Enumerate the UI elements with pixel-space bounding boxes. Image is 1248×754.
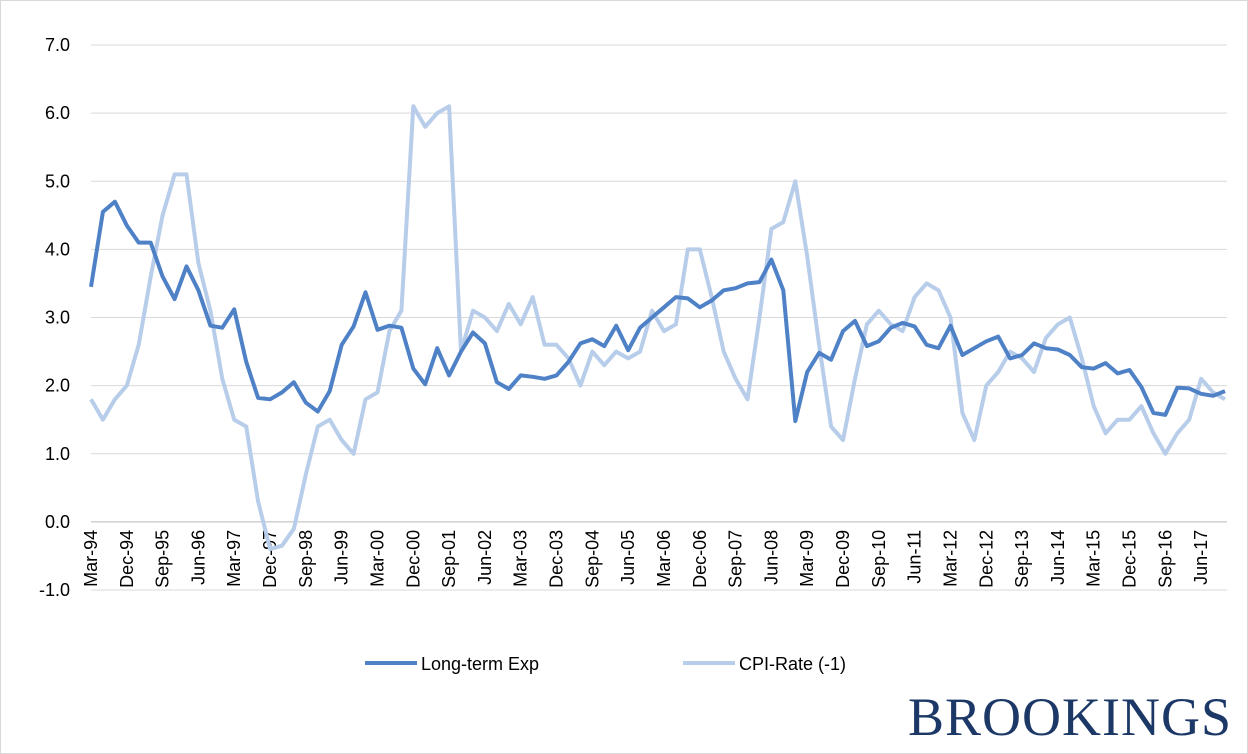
x-tick-label: Mar-09 (797, 530, 817, 587)
x-tick-label: Mar-06 (654, 530, 674, 587)
x-tick-label: Jun-08 (761, 530, 781, 585)
x-tick-label: Dec-09 (833, 530, 853, 588)
y-tick-label: 6.0 (45, 103, 70, 123)
y-tick-label: 1.0 (45, 444, 70, 464)
x-tick-label: Jun-17 (1191, 530, 1211, 585)
y-tick-label: -1.0 (39, 580, 70, 600)
x-tick-label: Jun-05 (618, 530, 638, 585)
y-tick-label: 2.0 (45, 376, 70, 396)
x-tick-label: Jun-11 (905, 530, 925, 584)
x-tick-label: Mar-94 (81, 530, 101, 587)
x-tick-label: Dec-15 (1120, 530, 1140, 588)
series-line (89, 104, 1227, 552)
x-tick-label: Jun-02 (475, 530, 495, 585)
x-tick-label: Sep-98 (296, 530, 316, 588)
x-tick-label: Dec-03 (547, 530, 567, 588)
y-tick-label: 0.0 (45, 512, 70, 532)
x-tick-label: Jun-14 (1048, 530, 1068, 585)
x-tick-label: Mar-15 (1084, 530, 1104, 587)
x-tick-label: Jun-96 (188, 530, 208, 585)
x-tick-label: Mar-12 (940, 530, 960, 587)
x-tick-label: Mar-97 (224, 530, 244, 587)
y-tick-label: 5.0 (45, 171, 70, 191)
x-tick-label: Dec-00 (403, 530, 423, 588)
y-tick-label: 7.0 (45, 35, 70, 55)
x-tick-label: Sep-13 (1012, 530, 1032, 588)
legend-label: CPI-Rate (-1) (739, 654, 846, 674)
y-tick-label: 3.0 (45, 308, 70, 328)
x-tick-label: Sep-16 (1155, 530, 1175, 588)
x-tick-label: Dec-94 (117, 530, 137, 588)
legend-label: Long-term Exp (421, 654, 539, 674)
x-tick-label: Mar-03 (511, 530, 531, 587)
x-tick-label: Dec-97 (260, 530, 280, 588)
x-tick-label: Sep-07 (726, 530, 746, 588)
series-line (89, 199, 1226, 424)
x-tick-label: Sep-95 (153, 530, 173, 588)
x-tick-label: Dec-06 (690, 530, 710, 588)
x-tick-label: Sep-01 (439, 530, 459, 588)
x-tick-label: Mar-00 (367, 530, 387, 587)
x-tick-label: Sep-04 (582, 530, 602, 588)
x-tick-label: Dec-12 (976, 530, 996, 588)
x-tick-label: Jun-99 (332, 530, 352, 585)
y-tick-label: 4.0 (45, 239, 70, 259)
x-tick-label: Sep-10 (869, 530, 889, 588)
brand-logo: BROOKINGS (908, 687, 1232, 747)
